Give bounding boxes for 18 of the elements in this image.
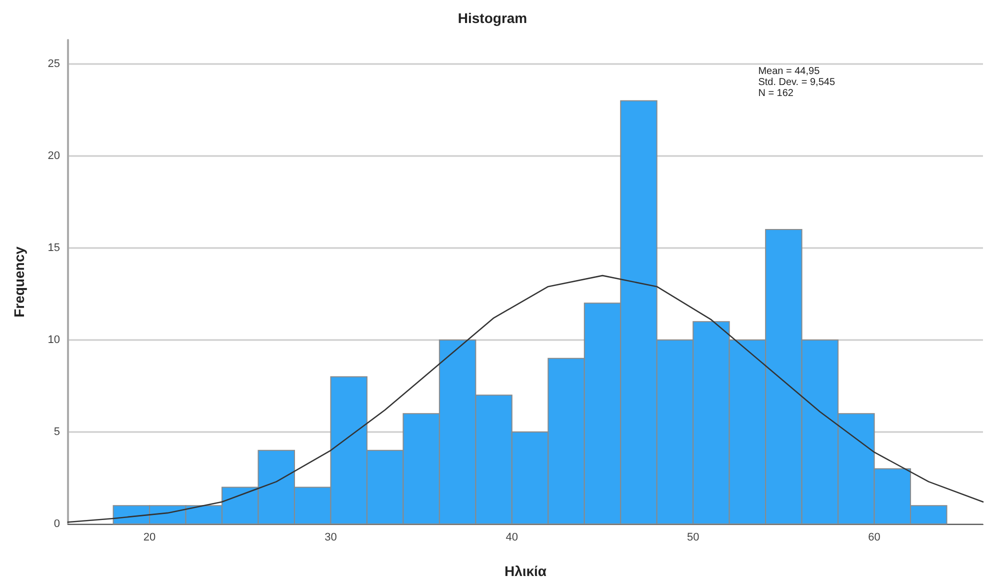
x-tick-label: 40 [506,532,518,544]
annotation: Std. Dev. = 9,545 [758,77,836,88]
x-tick-label: 50 [686,532,700,544]
annotation: Mean = 44,95 [758,66,820,77]
x-tick-label: 60 [868,532,880,544]
x-tick-label: 30 [324,532,337,544]
x-tick-label: 20 [143,532,156,544]
y-tick-label: 10 [48,334,60,346]
y-tick-label: 25 [48,58,60,70]
line-series [67,274,984,523]
y-axis-title: Frequency [11,246,27,318]
x-axis-title: Ηλικία [504,563,547,579]
y-tick-label: 5 [54,426,60,438]
y-tick-label: 20 [48,150,60,162]
y-tick-label: 0 [54,518,60,530]
y-tick-label: 15 [48,242,60,254]
chart-title: Histogram [458,10,528,26]
annotation: N = 162 [758,88,794,99]
